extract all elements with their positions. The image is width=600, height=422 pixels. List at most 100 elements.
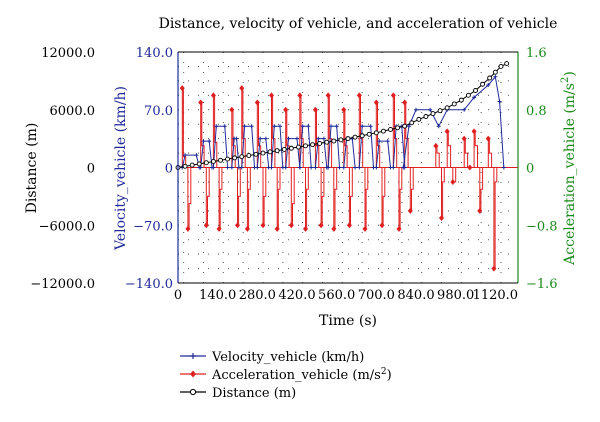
distance-point [239, 154, 245, 160]
distance-line [177, 63, 507, 168]
legend-label-sup: 2 [381, 367, 387, 377]
acceleration-point [362, 225, 368, 232]
acceleration-point [461, 135, 467, 142]
velocity-segment [271, 125, 284, 168]
distance-point [303, 143, 308, 149]
velocity-point [353, 165, 358, 170]
acceleration-point [402, 99, 408, 106]
velocity-point [198, 165, 203, 170]
axis-lines [177, 51, 519, 284]
distance-tick-label: 0 [87, 162, 95, 177]
acceleration-point [471, 128, 477, 135]
velocity-point [306, 124, 311, 129]
velocity-point [337, 165, 342, 170]
acceleration-tick-label: 0 [526, 162, 534, 177]
legend-label-text: Distance (m) [212, 386, 296, 401]
velocity-segment [358, 125, 374, 168]
velocity-point [377, 139, 382, 144]
velocity-point [225, 165, 230, 170]
distance-point [498, 63, 504, 69]
acceleration-axis-label-end: ) [562, 71, 578, 76]
velocity-point [406, 124, 411, 129]
distance-point [218, 157, 223, 163]
acceleration-point [331, 225, 337, 232]
x-axis-label: Time (s) [319, 313, 377, 329]
acceleration-segment [271, 94, 281, 230]
velocity-segment [375, 140, 391, 168]
distance-point [373, 130, 379, 136]
distance-point [352, 134, 358, 140]
velocity-segment [402, 75, 505, 168]
distance-point [395, 125, 401, 131]
distance-point [182, 163, 188, 169]
x-tick-label: 140.0 [199, 288, 236, 303]
velocity-segment [343, 138, 356, 168]
acceleration-tick-label: 1.6 [526, 46, 547, 61]
distance-point [331, 138, 337, 144]
acceleration-point [179, 85, 185, 92]
acceleration-point [396, 225, 402, 232]
distance-point [430, 111, 436, 117]
acceleration-segment [435, 145, 445, 219]
velocity-series [180, 74, 506, 170]
distance-point [409, 120, 415, 126]
velocity-point [497, 99, 502, 104]
acceleration-point [288, 222, 294, 229]
acceleration-point [373, 99, 379, 106]
velocity-point [300, 124, 305, 129]
velocity-point [239, 165, 244, 170]
legend-marker [189, 388, 197, 396]
distance-point [267, 149, 273, 155]
acceleration-point [260, 222, 266, 229]
distance-point [281, 147, 287, 152]
acceleration-point [467, 164, 473, 171]
distance-point [504, 61, 510, 66]
velocity-segment [212, 125, 229, 168]
acceleration-axis-label-main: Acceleration_vehicle (m/s [562, 83, 578, 266]
velocity-point [401, 165, 406, 170]
acceleration-segment [392, 94, 403, 230]
velocity-point [360, 124, 365, 129]
x-tick-label: 560.0 [318, 288, 355, 303]
velocity-point [313, 165, 318, 170]
acceleration-segment [358, 94, 369, 230]
acceleration-point [433, 142, 439, 149]
distance-point [203, 160, 209, 166]
velocity-point [183, 153, 188, 158]
x-tick-label: 700.0 [358, 288, 395, 303]
tick-labels: 0 140.0 280.0 420.0 560.0 700.0 840.0 980.01120… [30, 46, 557, 303]
acceleration-point [185, 225, 191, 232]
velocity-point [428, 107, 433, 112]
velocity-point [374, 165, 379, 170]
acceleration-point [444, 128, 450, 135]
x-tick-label: 980.0 [437, 288, 474, 303]
distance-point [451, 101, 457, 107]
velocity-point [295, 136, 299, 141]
velocity-segment [314, 138, 328, 168]
acceleration-point [325, 92, 331, 99]
acceleration-point [346, 222, 352, 229]
legend-label: Distance (m) [212, 386, 296, 401]
velocity-point [501, 165, 506, 170]
velocity-point [341, 165, 346, 170]
acceleration-axis-label-sup: 2 [560, 77, 571, 83]
velocity-point [249, 124, 254, 129]
velocity-point [462, 107, 467, 112]
acceleration-point [477, 207, 483, 214]
velocity-point [222, 124, 227, 129]
velocity-point [272, 124, 277, 129]
acceleration-point [235, 222, 240, 229]
velocity-point [414, 107, 418, 112]
velocity-point [269, 165, 274, 170]
velocity-point [242, 124, 247, 129]
velocity-point [207, 139, 212, 144]
x-tick-label: 840.0 [397, 288, 434, 303]
acceleration-segment [487, 138, 498, 270]
velocity-point [321, 136, 326, 141]
distance-point [492, 69, 498, 75]
velocity-point [326, 165, 331, 170]
velocity-point [283, 165, 288, 170]
velocity-point [297, 165, 302, 170]
distance-point [416, 116, 422, 122]
